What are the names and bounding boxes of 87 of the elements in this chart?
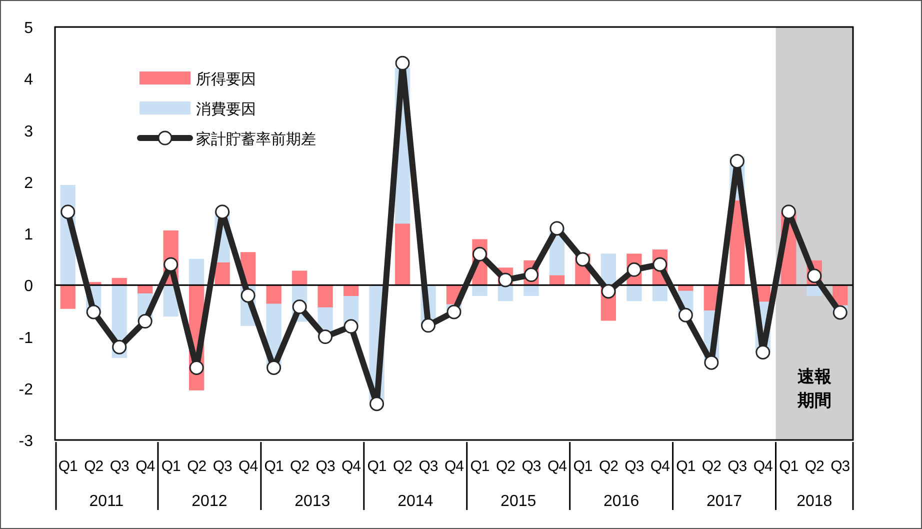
point	[498, 272, 513, 288]
x-tick-label: Q2	[187, 458, 206, 475]
x-tick-label: Q1	[264, 458, 284, 475]
text: 2016	[604, 493, 640, 510]
y-tick-label: 1	[24, 226, 34, 244]
bar	[626, 284, 642, 302]
x-tick-label: Q1	[779, 458, 798, 475]
x-tick-label: Q4	[547, 458, 567, 475]
x-tick-label: Q3	[316, 458, 335, 475]
y-tick-label: 0	[24, 278, 34, 296]
x-tick-label: Q1	[676, 458, 696, 475]
text: 2017	[706, 493, 742, 510]
point	[112, 340, 127, 354]
x-tick-label: Q3	[522, 458, 541, 475]
bar	[524, 284, 539, 296]
x-tick-label: Q3	[830, 458, 850, 475]
y-tick-label: 4	[24, 72, 34, 89]
point	[86, 304, 101, 320]
point	[215, 204, 230, 220]
bar	[652, 284, 668, 302]
y-tick-label: -3	[18, 433, 34, 450]
x-tick-label: Q3	[418, 458, 438, 475]
point	[601, 284, 616, 299]
x-tick-label: Q4	[444, 458, 464, 475]
y-tick-label: -1	[18, 330, 34, 347]
point	[575, 252, 590, 267]
x-tick-label: Q2	[598, 458, 618, 475]
point	[60, 204, 76, 220]
y-tick-label: 3	[24, 123, 34, 140]
point	[395, 56, 410, 70]
point	[189, 360, 204, 375]
bar	[472, 284, 488, 296]
bar	[292, 270, 308, 286]
bar	[189, 258, 204, 286]
x-tick-label: Q2	[290, 458, 310, 475]
bar	[394, 222, 410, 286]
point	[704, 355, 719, 370]
x-tick-label: Q1	[58, 458, 78, 475]
point	[370, 396, 384, 412]
legend-label: 所得要因	[196, 71, 256, 88]
x-tick-label: Q1	[470, 458, 490, 475]
point	[240, 288, 256, 303]
x-tick-label: Q4	[342, 458, 361, 475]
text: 2014	[398, 493, 434, 510]
legend-label: 家計貯蓄率前期差	[196, 131, 316, 148]
x-tick-label: Q1	[161, 458, 180, 475]
x-tick-label: Q2	[804, 458, 824, 475]
point	[446, 304, 462, 320]
x-tick-label: Q3	[212, 458, 232, 475]
point	[138, 314, 152, 329]
point	[832, 305, 848, 320]
point	[421, 318, 436, 333]
point	[678, 308, 693, 322]
x-tick-label: Q4	[753, 458, 773, 475]
y-tick-label: 2	[24, 174, 34, 192]
point	[550, 221, 564, 236]
x-tick-label: Q2	[84, 458, 104, 475]
x-tick-label: Q1	[367, 458, 386, 475]
text: 2013	[294, 493, 330, 510]
x-tick-label: Q2	[393, 458, 412, 475]
point	[318, 330, 333, 344]
x-tick-label: Q4	[136, 458, 155, 475]
text: 2011	[89, 493, 124, 510]
text: 2015	[500, 493, 536, 510]
legend-label: 消費要因	[196, 101, 256, 118]
x-tick-label: Q2	[702, 458, 722, 475]
text: 2018	[796, 493, 832, 510]
x-tick-label: Q3	[110, 458, 130, 475]
point	[472, 246, 487, 262]
x-tick-label: Q4	[238, 458, 258, 475]
x-tick-label: Q3	[728, 458, 747, 475]
text: 2012	[192, 493, 228, 510]
x-tick-label: Q4	[650, 458, 670, 475]
point	[756, 344, 770, 360]
point	[266, 360, 282, 375]
x-tick-label: Q2	[496, 458, 516, 475]
bar	[60, 284, 76, 309]
bar	[318, 284, 333, 308]
x-tick-label: Q1	[573, 458, 592, 475]
point	[781, 204, 796, 220]
point	[730, 154, 744, 168]
x-tick-label: Q3	[624, 458, 644, 475]
annotation: 速報期間	[796, 367, 832, 410]
y-tick-label: -2	[18, 381, 34, 398]
point	[344, 319, 358, 334]
y-tick-label: 5	[24, 20, 34, 37]
bar	[600, 254, 616, 286]
